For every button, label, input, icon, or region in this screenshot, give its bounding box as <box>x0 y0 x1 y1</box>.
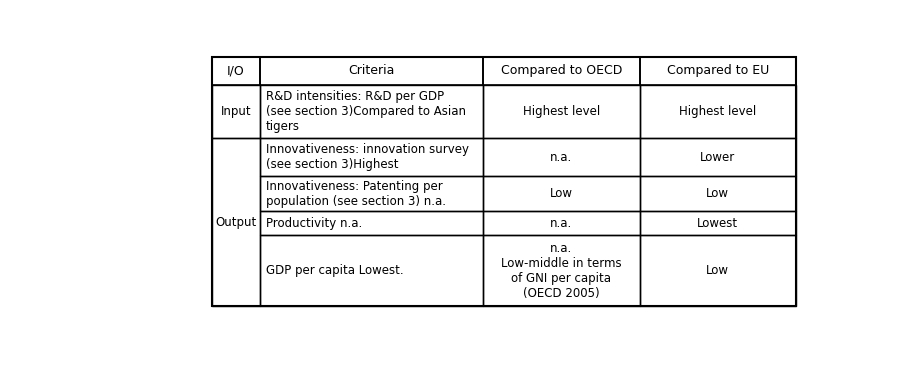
Text: I/O: I/O <box>227 64 245 77</box>
Text: Compared to OECD: Compared to OECD <box>500 64 622 77</box>
Bar <box>639 138 796 177</box>
Text: Low: Low <box>706 188 729 200</box>
Bar <box>260 211 483 235</box>
Bar <box>639 85 796 138</box>
Text: Compared to EU: Compared to EU <box>666 64 769 77</box>
Text: Low: Low <box>706 264 729 277</box>
Text: n.a.
Low-middle in terms
of GNI per capita
(OECD 2005): n.a. Low-middle in terms of GNI per capi… <box>501 242 622 300</box>
Text: Highest level: Highest level <box>679 105 756 118</box>
Text: Criteria: Criteria <box>349 64 395 77</box>
Bar <box>639 235 796 306</box>
Text: Highest level: Highest level <box>523 105 600 118</box>
Bar <box>483 85 639 138</box>
Text: Output: Output <box>215 216 257 228</box>
Text: Productivity n.a.: Productivity n.a. <box>265 217 361 230</box>
Bar <box>260 57 483 85</box>
Text: R&D intensities: R&D per GDP
(see section 3)Compared to Asian
tigers: R&D intensities: R&D per GDP (see sectio… <box>265 90 466 133</box>
Bar <box>639 177 796 212</box>
Bar <box>212 85 260 138</box>
Bar <box>483 235 639 306</box>
Bar <box>483 57 639 85</box>
Bar <box>260 177 483 212</box>
Bar <box>483 177 639 212</box>
Bar <box>212 57 796 306</box>
Bar <box>483 211 639 235</box>
Bar <box>639 211 796 235</box>
Bar <box>260 85 483 138</box>
Text: Lowest: Lowest <box>697 217 738 230</box>
Text: GDP per capita Lowest.: GDP per capita Lowest. <box>265 264 403 277</box>
Bar <box>212 57 260 85</box>
Text: Innovativeness: Patenting per
population (see section 3) n.a.: Innovativeness: Patenting per population… <box>265 180 446 208</box>
Text: Input: Input <box>221 105 252 118</box>
Text: Low: Low <box>549 188 573 200</box>
Bar <box>212 138 260 306</box>
Text: n.a.: n.a. <box>550 151 572 164</box>
Bar <box>483 138 639 177</box>
Bar <box>260 138 483 177</box>
Bar <box>260 235 483 306</box>
Bar <box>639 57 796 85</box>
Text: Innovativeness: innovation survey
(see section 3)Highest: Innovativeness: innovation survey (see s… <box>265 143 469 171</box>
Text: Lower: Lower <box>700 151 735 164</box>
Text: n.a.: n.a. <box>550 217 572 230</box>
